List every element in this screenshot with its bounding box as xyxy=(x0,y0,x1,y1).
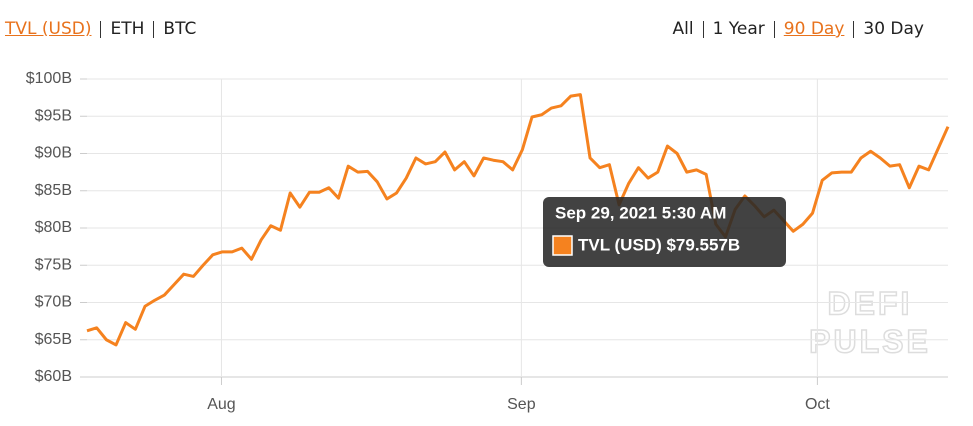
y-tick-label: $65B xyxy=(35,331,72,348)
tab[interactable]: 30 Day xyxy=(863,19,924,39)
x-tick-label: Sep xyxy=(507,396,536,413)
tab[interactable]: TVL (USD) xyxy=(5,19,92,39)
separator xyxy=(100,20,102,38)
separator xyxy=(853,20,855,38)
x-tick-label: Oct xyxy=(805,396,830,413)
tab[interactable]: BTC xyxy=(163,19,197,39)
nav-right: All 1 Year 90 Day 30 Day xyxy=(663,19,933,39)
tooltip: Sep 29, 2021 5:30 AM TVL (USD) $79.557B xyxy=(543,197,786,267)
line xyxy=(86,93,950,347)
tooltip-title: Sep 29, 2021 5:30 AM xyxy=(555,203,726,222)
y-tick-label: $100B xyxy=(26,70,72,87)
tab[interactable]: 1 Year xyxy=(712,19,765,39)
watermark: DEFI xyxy=(828,285,913,321)
y-tick-label: $95B xyxy=(35,107,72,124)
y-tick-label: $60B xyxy=(35,368,72,385)
tooltip-text: TVL (USD) $79.557B xyxy=(578,235,740,254)
y-tick-label: $70B xyxy=(35,294,72,311)
tab[interactable]: All xyxy=(672,19,694,39)
y-tick-label: $85B xyxy=(35,182,72,199)
tab[interactable]: 90 Day xyxy=(783,19,845,39)
nav-left: TVL (USD) ETH BTC xyxy=(0,19,205,39)
y-tick-label: $90B xyxy=(35,145,72,162)
separator xyxy=(773,20,775,38)
watermark: PULSE xyxy=(809,323,931,359)
tooltip-box xyxy=(543,197,786,267)
tab[interactable]: ETH xyxy=(110,19,145,39)
y-tick-label: $75B xyxy=(35,256,72,273)
separator xyxy=(153,20,155,38)
tooltip-swatch xyxy=(552,235,573,256)
y-tick-label: $80B xyxy=(35,219,72,236)
separator xyxy=(702,20,704,38)
x-tick-label: Aug xyxy=(207,396,235,413)
